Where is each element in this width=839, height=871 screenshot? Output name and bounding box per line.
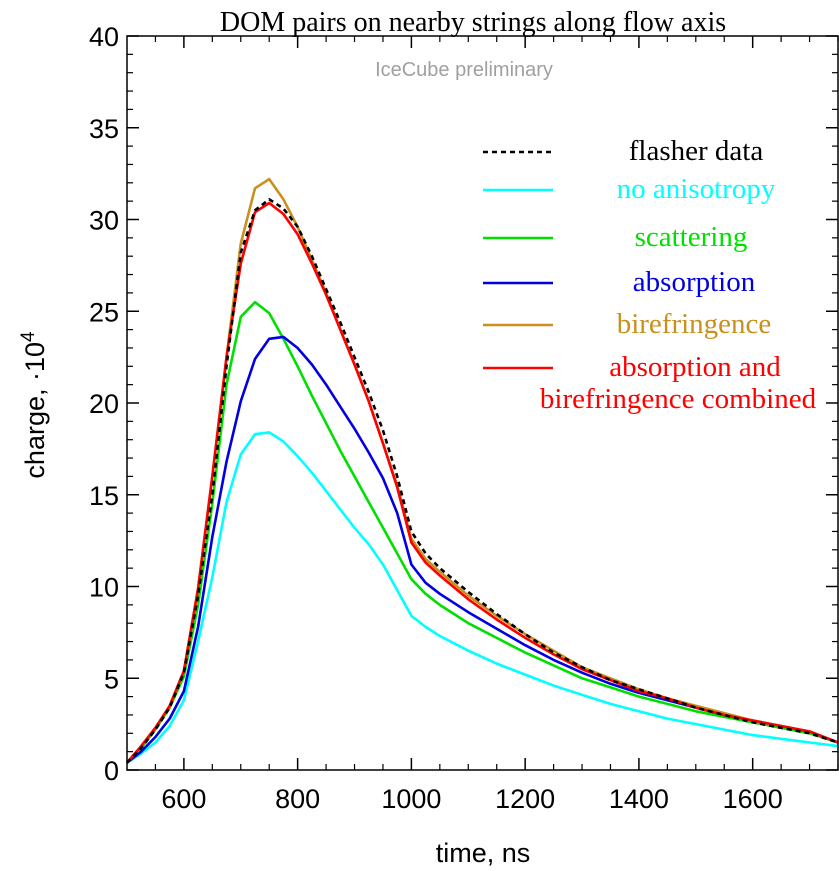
- y-axis-label-exponent: 4: [18, 331, 39, 342]
- chart-title: DOM pairs on nearby strings along flow a…: [220, 7, 726, 38]
- series-line-scattering: [126, 300, 839, 764]
- legend-label-3: absorption: [633, 266, 756, 298]
- x-tick-label: 1600: [723, 784, 783, 814]
- y-tick-label: 15: [89, 481, 119, 511]
- legend-label-4: birefringence: [617, 308, 772, 340]
- series-line-flasher-data: [126, 198, 839, 764]
- x-tick-label: 600: [161, 784, 206, 814]
- y-tick-label: 5: [104, 664, 119, 694]
- y-tick-label: 25: [89, 297, 119, 327]
- x-axis-label: time, ns: [436, 838, 531, 868]
- watermark-annotation: IceCube preliminary: [375, 59, 553, 81]
- y-tick-label: 30: [89, 206, 119, 236]
- x-tick-label: 1000: [381, 784, 441, 814]
- legend-label-1: no anisotropy: [617, 173, 776, 205]
- y-axis-label-main: charge, ·10: [20, 342, 50, 479]
- x-tick-label: 1400: [609, 784, 669, 814]
- legend-label-0: flasher data: [629, 135, 764, 167]
- series-layer: [126, 177, 839, 764]
- y-axis-label: charge, ·104: [18, 331, 50, 479]
- x-tick-label: 1200: [495, 784, 555, 814]
- y-tick-label: 10: [89, 573, 119, 603]
- y-tick-label: 0: [104, 756, 119, 786]
- x-tick-label: 800: [275, 784, 320, 814]
- y-tick-label: 20: [89, 389, 119, 419]
- y-tick-label: 40: [89, 22, 119, 52]
- legend-label-2: scattering: [635, 221, 748, 253]
- axis-ticks: 600 800 1000 1200 1400 1600 0 5 10 15 20 25 30 35 40: [89, 22, 839, 814]
- series-line-no-anisotropy: [126, 431, 839, 764]
- legend: flasher data no anisotropy scattering absor…: [483, 135, 817, 415]
- legend-label-5: absorption and: [609, 351, 781, 383]
- legend-label-5-line2: birefringence combined: [540, 383, 817, 415]
- series-line-absorption: [126, 335, 839, 764]
- y-tick-label: 35: [89, 114, 119, 144]
